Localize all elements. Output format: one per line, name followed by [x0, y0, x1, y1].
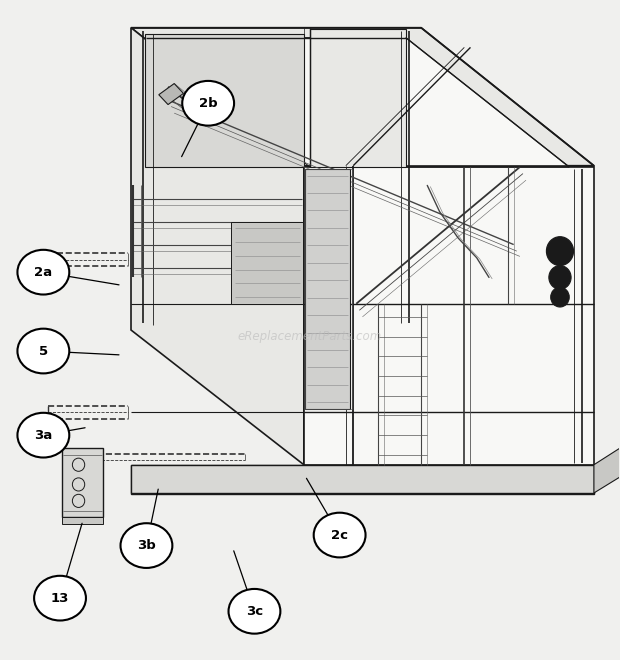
- Polygon shape: [304, 166, 594, 465]
- Polygon shape: [146, 38, 569, 167]
- Text: 3a: 3a: [34, 428, 53, 442]
- Polygon shape: [131, 28, 594, 166]
- Polygon shape: [231, 222, 303, 304]
- Polygon shape: [305, 169, 350, 409]
- Polygon shape: [310, 29, 405, 167]
- Text: 3b: 3b: [137, 539, 156, 552]
- Text: 2c: 2c: [331, 529, 348, 542]
- Text: eReplacementParts.com: eReplacementParts.com: [238, 330, 382, 343]
- Ellipse shape: [182, 81, 234, 125]
- Polygon shape: [62, 448, 104, 517]
- Polygon shape: [594, 447, 620, 493]
- Polygon shape: [131, 465, 594, 494]
- Text: 2b: 2b: [199, 97, 218, 110]
- Ellipse shape: [17, 329, 69, 374]
- Polygon shape: [131, 28, 304, 465]
- Ellipse shape: [17, 412, 69, 457]
- Ellipse shape: [314, 513, 366, 558]
- Circle shape: [549, 265, 571, 289]
- Polygon shape: [62, 517, 104, 524]
- Polygon shape: [131, 465, 594, 493]
- Ellipse shape: [229, 589, 280, 634]
- Ellipse shape: [17, 249, 69, 294]
- Text: 3c: 3c: [246, 605, 263, 618]
- Circle shape: [551, 287, 569, 307]
- Polygon shape: [144, 34, 304, 167]
- Ellipse shape: [34, 576, 86, 620]
- Text: 5: 5: [39, 345, 48, 358]
- Text: 13: 13: [51, 591, 69, 605]
- Circle shape: [546, 237, 574, 265]
- Text: 2a: 2a: [34, 266, 53, 279]
- Ellipse shape: [120, 523, 172, 568]
- Polygon shape: [159, 84, 184, 104]
